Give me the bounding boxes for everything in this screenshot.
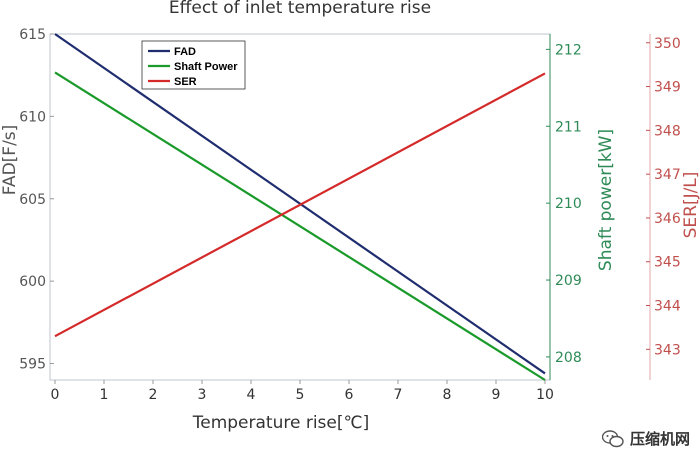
shaft-power-axis-ticks: 208 209 210 211 212 <box>546 42 582 366</box>
watermark: 压缩机网 <box>601 428 690 449</box>
watermark-text: 压缩机网 <box>629 430 690 448</box>
legend-label: FAD <box>174 46 196 58</box>
ser-tick-label: 348 <box>654 123 681 139</box>
ser-tick-label: 343 <box>654 342 681 358</box>
x-tick-label: 0 <box>51 387 60 403</box>
shaft-power-tick-label: 210 <box>555 196 582 212</box>
ser-axis-label: SER[J/L] <box>681 172 700 239</box>
fad-tick-label: 600 <box>19 274 46 290</box>
ser-tick-label: 350 <box>654 36 681 52</box>
fad-axis-ticks: 595 600 605 610 615 <box>19 27 54 373</box>
legend-label: SER <box>174 76 197 88</box>
ser-tick-label: 347 <box>654 167 681 183</box>
x-tick-label: 5 <box>296 387 305 403</box>
x-tick-label: 4 <box>247 387 256 403</box>
x-axis-ticks: 0 1 2 3 4 5 6 7 8 9 10 <box>51 380 554 403</box>
x-tick-label: 3 <box>198 387 207 403</box>
shaft-power-axis-label: Shaft power[kW] <box>596 129 616 271</box>
shaft-power-tick-label: 209 <box>555 273 582 289</box>
x-tick-label: 10 <box>536 387 554 403</box>
shaft-power-tick-label: 211 <box>555 119 582 135</box>
chart-title: Effect of inlet temperature rise <box>169 0 431 18</box>
fad-axis-label: FAD[F/s] <box>0 125 20 196</box>
ser-tick-label: 349 <box>654 80 681 96</box>
shaft-power-tick-label: 208 <box>555 350 582 366</box>
legend-label: Shaft Power <box>174 61 238 73</box>
fad-tick-label: 605 <box>19 192 46 208</box>
shaft-power-tick-label: 212 <box>555 42 582 58</box>
ser-axis-ticks: 343 344 345 346 347 348 349 350 <box>646 36 681 358</box>
x-tick-label: 9 <box>492 387 501 403</box>
series-line-ser <box>54 72 546 338</box>
x-tick-label: 8 <box>443 387 452 403</box>
x-tick-label: 1 <box>100 387 109 403</box>
fad-tick-label: 610 <box>19 109 46 125</box>
series-line-shaft-power <box>54 71 546 381</box>
secondary-axis-lines <box>549 34 651 380</box>
plot-area <box>49 33 551 381</box>
ser-tick-label: 345 <box>654 255 681 271</box>
x-tick-label: 6 <box>345 387 354 403</box>
ser-tick-label: 346 <box>654 211 681 227</box>
legend: FAD Shaft Power SER <box>141 40 246 90</box>
fad-tick-label: 615 <box>19 27 46 43</box>
ser-tick-label: 344 <box>654 299 681 315</box>
series-lines <box>54 33 546 381</box>
wechat-icon <box>601 429 624 447</box>
x-tick-label: 7 <box>394 387 403 403</box>
x-tick-label: 2 <box>149 387 158 403</box>
x-axis-label: Temperature rise[℃] <box>192 413 369 433</box>
fad-tick-label: 595 <box>19 357 46 373</box>
